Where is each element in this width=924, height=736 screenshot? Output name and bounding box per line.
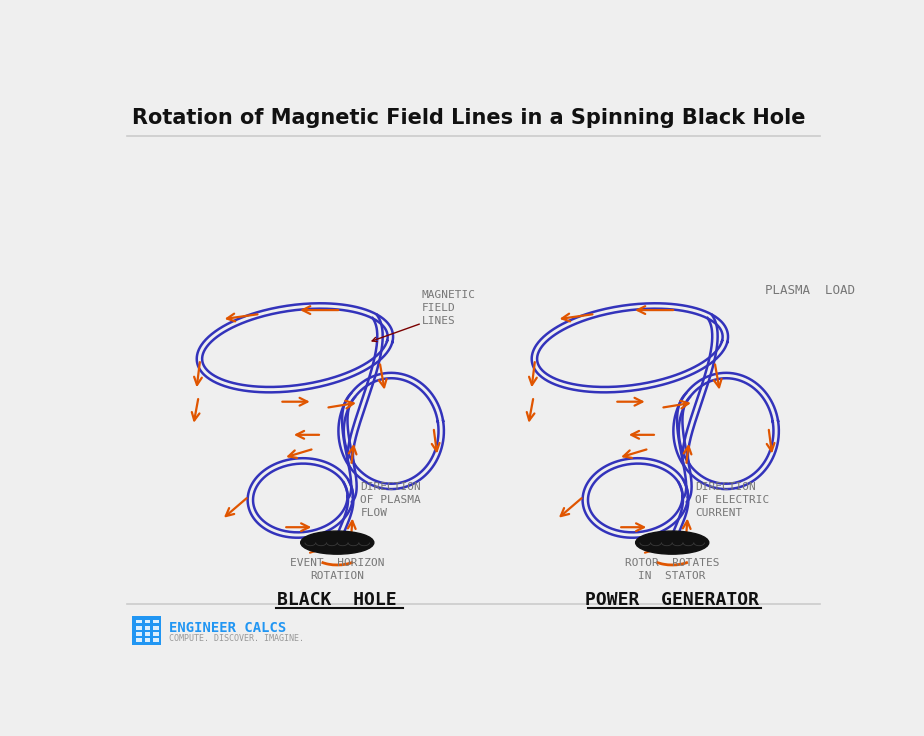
Text: ENGINEER CALCS: ENGINEER CALCS [168,621,286,635]
FancyBboxPatch shape [153,620,159,623]
Text: MAGNETIC
FIELD
LINES: MAGNETIC FIELD LINES [422,289,476,326]
Text: BLACK  HOLE: BLACK HOLE [277,591,397,609]
FancyBboxPatch shape [153,626,159,629]
FancyBboxPatch shape [145,626,150,629]
FancyBboxPatch shape [145,620,150,623]
FancyBboxPatch shape [136,632,141,636]
Text: Rotation of Magnetic Field Lines in a Spinning Black Hole: Rotation of Magnetic Field Lines in a Sp… [131,107,805,127]
Ellipse shape [636,531,709,554]
Text: ROTOR  ROTATES
IN  STATOR: ROTOR ROTATES IN STATOR [625,558,720,581]
Text: POWER  GENERATOR: POWER GENERATOR [585,591,760,609]
FancyBboxPatch shape [136,626,141,629]
Text: DIRECTION
OF ELECTRIC
CURRENT: DIRECTION OF ELECTRIC CURRENT [696,482,770,518]
Text: DIRECTION
OF PLASMA
FLOW: DIRECTION OF PLASMA FLOW [360,482,421,518]
Text: COMPUTE. DISCOVER. IMAGINE.: COMPUTE. DISCOVER. IMAGINE. [168,634,304,643]
FancyBboxPatch shape [153,638,159,642]
Text: PLASMA  LOAD: PLASMA LOAD [765,283,855,297]
Text: EVENT  HORIZON
ROTATION: EVENT HORIZON ROTATION [290,558,384,581]
FancyBboxPatch shape [153,632,159,636]
FancyBboxPatch shape [131,616,161,645]
Ellipse shape [300,531,374,554]
FancyBboxPatch shape [145,632,150,636]
FancyBboxPatch shape [145,638,150,642]
FancyBboxPatch shape [136,620,141,623]
FancyBboxPatch shape [136,638,141,642]
